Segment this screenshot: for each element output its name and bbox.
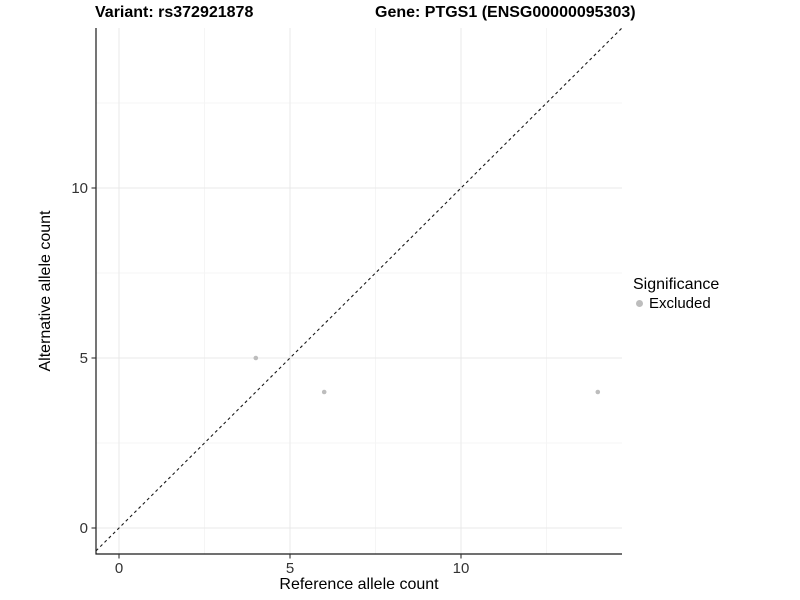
data-point	[595, 389, 601, 395]
legend-item-label: Excluded	[649, 295, 711, 312]
x-tick-label: 10	[453, 560, 470, 577]
data-point	[253, 355, 259, 361]
y-axis-title: Alternative allele count	[37, 210, 54, 372]
legend: Significance Excluded	[633, 276, 719, 312]
x-axis-title: Reference allele count	[279, 576, 439, 593]
plot-title-gene: Gene: PTGS1 (ENSG00000095303)	[375, 4, 636, 21]
y-tick-label: 10	[71, 180, 88, 197]
plot-title-variant: Variant: rs372921878	[95, 4, 254, 21]
identity-dashed-line	[95, 27, 623, 552]
y-tick-label: 0	[80, 520, 88, 537]
x-tick-label: 5	[286, 560, 294, 577]
y-tick-label: 5	[80, 350, 88, 367]
x-tick-label: 0	[115, 560, 123, 577]
legend-title: Significance	[633, 276, 720, 293]
data-point	[321, 389, 327, 395]
legend-point-icon	[636, 300, 643, 307]
legend-item-excluded: Excluded	[636, 295, 719, 312]
